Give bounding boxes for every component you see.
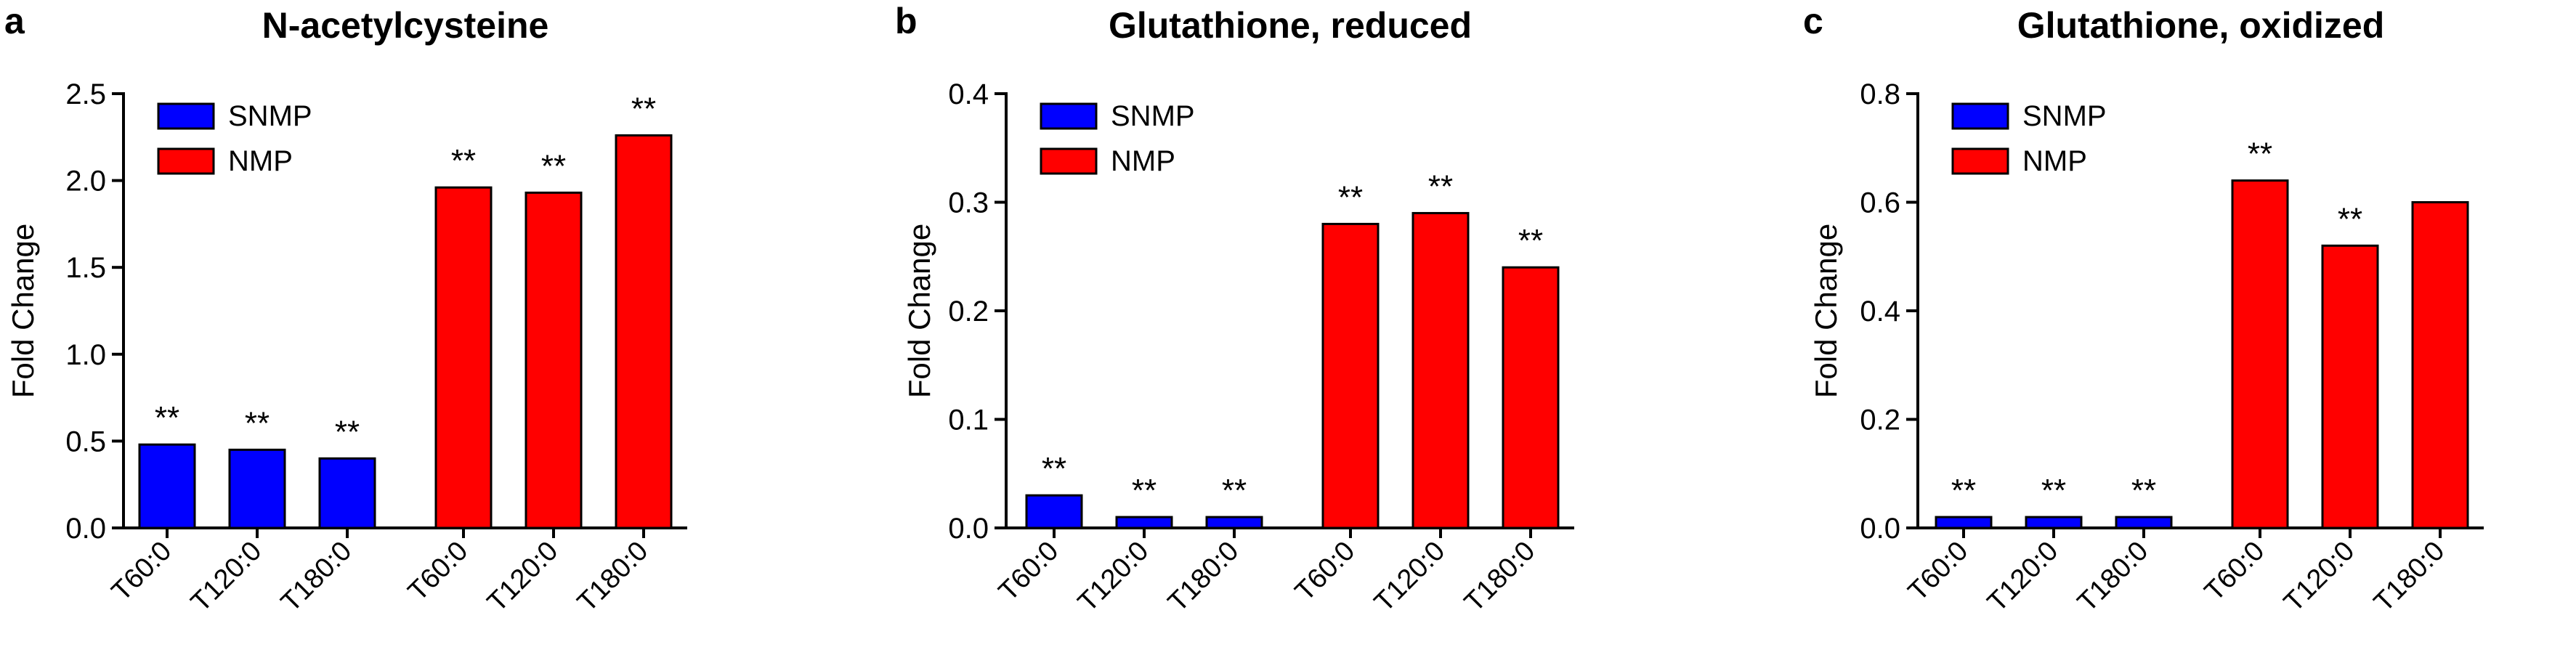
legend-label-nmp: NMP xyxy=(1111,145,1175,177)
x-tick-label: T60:0 xyxy=(1903,536,1974,607)
bar-snmp-t60-0 xyxy=(1935,516,1993,529)
significance-label: ** xyxy=(2338,201,2362,237)
y-tick-label: 2.5 xyxy=(65,78,106,110)
significance-label: ** xyxy=(335,414,360,450)
x-tick-label: T180:0 xyxy=(572,536,654,618)
chart-title: N-acetylcysteine xyxy=(262,5,549,46)
y-axis-label: Fold Change xyxy=(6,224,40,399)
legend-label-snmp: SNMP xyxy=(228,100,312,132)
bar-nmp-t60-0 xyxy=(2231,179,2289,529)
panel-a: a N-acetylcysteine 0.0 0.5 1.0 1.5 2.0 2.5 Fold … xyxy=(4,1,687,618)
significance-label: ** xyxy=(2131,473,2156,508)
legend-label-nmp: NMP xyxy=(228,145,293,177)
y-tick-label: 0.0 xyxy=(65,513,106,545)
significance-label: ** xyxy=(1132,473,1157,508)
legend-swatch-snmp xyxy=(157,102,215,130)
y-tick-label: 0.6 xyxy=(1860,187,1900,219)
bar-nmp-t120-0 xyxy=(1411,211,1470,529)
x-tick-label: T120:0 xyxy=(2278,536,2360,618)
bar-snmp-t180-0 xyxy=(318,457,376,529)
y-tick-label: 0.3 xyxy=(948,187,989,219)
x-tick-label: T60:0 xyxy=(993,536,1064,607)
x-tick-label: T60:0 xyxy=(106,536,177,607)
y-tick-label: 0.8 xyxy=(1860,78,1900,110)
bar-nmp-t180-0 xyxy=(615,134,673,529)
y-tick-label: 0.2 xyxy=(1860,404,1900,436)
bar-snmp-t60-0 xyxy=(1025,494,1083,529)
significance-label: ** xyxy=(1428,168,1453,204)
y-axis-label: Fold Change xyxy=(902,224,936,399)
y-tick-label: 0.1 xyxy=(948,404,989,436)
panel-c: c Glutathione, oxidized 0.0 0.2 0.4 0.6 0.8 Fol… xyxy=(1803,1,2484,618)
panel-letter: c xyxy=(1803,1,1823,41)
chart-title: Glutathione, reduced xyxy=(1109,5,1472,46)
x-tick-label: T180:0 xyxy=(275,536,357,618)
chart-title: Glutathione, oxidized xyxy=(2017,5,2385,46)
panel-letter: a xyxy=(4,1,25,41)
bar-nmp-t60-0 xyxy=(1321,222,1380,529)
legend-swatch-snmp xyxy=(1951,102,2009,130)
y-tick-label: 0.4 xyxy=(1860,296,1900,328)
significance-label: ** xyxy=(1222,473,1247,508)
significance-label: ** xyxy=(451,143,476,179)
y-tick-label: 0.5 xyxy=(65,426,106,457)
x-tick-label: T120:0 xyxy=(482,536,564,618)
legend-swatch-snmp xyxy=(1040,102,1098,130)
legend-label-nmp: NMP xyxy=(2022,145,2087,177)
significance-label: ** xyxy=(155,400,179,436)
significance-label: ** xyxy=(1518,223,1543,259)
x-tick-label: T120:0 xyxy=(185,536,267,618)
y-tick-label: 0.2 xyxy=(948,296,989,328)
bar-snmp-t120-0 xyxy=(1115,516,1173,529)
x-tick-label: T120:0 xyxy=(1982,536,2064,618)
x-tick-label: T180:0 xyxy=(2072,536,2154,618)
x-tick-label: T180:0 xyxy=(1162,536,1244,618)
x-tick-label: T60:0 xyxy=(2199,536,2270,607)
bar-nmp-t120-0 xyxy=(2321,244,2379,529)
x-tick-label: T60:0 xyxy=(402,536,474,607)
x-tick-label: T60:0 xyxy=(1289,536,1361,607)
y-tick-label: 2.0 xyxy=(65,166,106,198)
x-tick-label: T120:0 xyxy=(1369,536,1451,618)
significance-label: ** xyxy=(2041,473,2066,508)
x-tick-label: T180:0 xyxy=(1459,536,1541,618)
bar-snmp-t120-0 xyxy=(2025,516,2083,529)
y-tick-label: 0.0 xyxy=(1860,513,1900,545)
bar-nmp-t180-0 xyxy=(1502,266,1560,529)
legend-swatch-nmp xyxy=(1040,147,1098,175)
legend-label-snmp: SNMP xyxy=(1111,100,1195,132)
bar-nmp-t60-0 xyxy=(434,186,493,529)
y-tick-label: 1.5 xyxy=(65,252,106,284)
x-tick-label: T180:0 xyxy=(2368,536,2450,618)
significance-label: ** xyxy=(1338,179,1363,215)
legend-label-snmp: SNMP xyxy=(2022,100,2107,132)
significance-label: ** xyxy=(631,91,656,126)
panel-letter: b xyxy=(895,1,918,41)
legend-swatch-nmp xyxy=(157,147,215,175)
y-axis-label: Fold Change xyxy=(1809,224,1843,399)
bar-snmp-t180-0 xyxy=(2115,516,2173,529)
bar-snmp-t60-0 xyxy=(138,443,196,529)
significance-label: ** xyxy=(1042,451,1066,487)
significance-label: ** xyxy=(541,148,566,184)
x-tick-label: T120:0 xyxy=(1072,536,1154,618)
y-tick-label: 0.4 xyxy=(948,78,989,110)
y-tick-label: 0.0 xyxy=(948,513,989,545)
significance-label: ** xyxy=(245,405,270,441)
bar-snmp-t180-0 xyxy=(1205,516,1263,529)
significance-label: ** xyxy=(1951,473,1976,508)
bar-nmp-t180-0 xyxy=(2411,201,2469,529)
bar-nmp-t120-0 xyxy=(524,191,583,529)
bar-snmp-t120-0 xyxy=(228,448,286,529)
significance-label: ** xyxy=(2248,137,2272,172)
legend-swatch-nmp xyxy=(1951,147,2009,175)
panel-b: b Glutathione, reduced 0.0 0.1 0.2 0.3 0.4 Fold… xyxy=(895,1,1574,618)
y-tick-label: 1.0 xyxy=(65,339,106,371)
